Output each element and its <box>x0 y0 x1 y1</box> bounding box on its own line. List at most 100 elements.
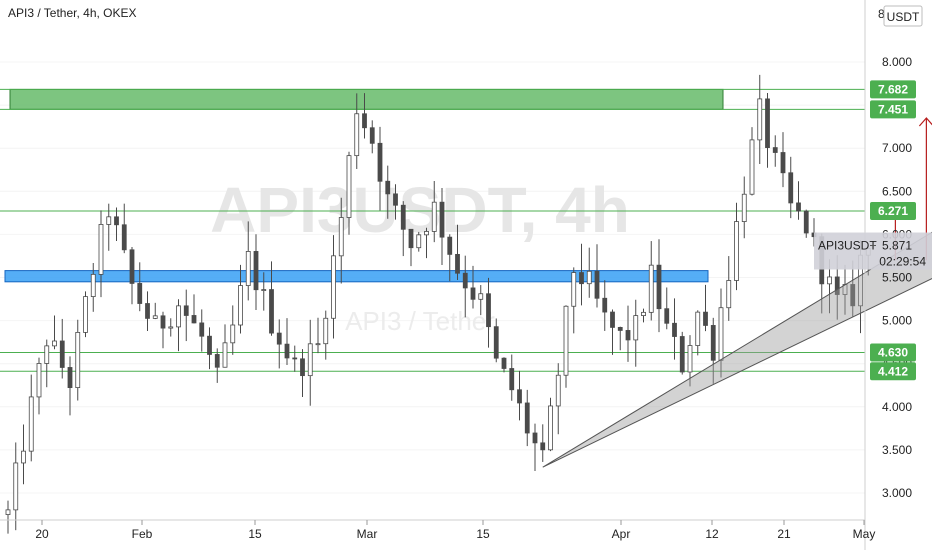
support-zone <box>4 270 709 283</box>
candle-body <box>563 305 569 376</box>
price-level-tag-text: 7.682 <box>878 82 908 96</box>
candle-body <box>269 289 274 334</box>
plot-area[interactable] <box>0 0 865 520</box>
candle-body <box>346 155 352 218</box>
candle-body <box>253 251 259 291</box>
currency-partial-digit: 8 <box>878 7 885 21</box>
candle-body <box>734 221 739 281</box>
candle-body <box>137 283 143 304</box>
candle-body <box>501 357 507 369</box>
resistance-zone <box>9 88 724 110</box>
currency-label[interactable]: USDT <box>887 10 920 24</box>
candle-body <box>21 450 26 464</box>
candle-body <box>679 336 685 373</box>
watermark-main: API3USDT, 4h <box>210 174 630 246</box>
last-price-symbol: API3USDT <box>818 239 877 253</box>
candle-body <box>44 345 50 364</box>
candle-body <box>757 98 763 141</box>
candle-body <box>323 317 329 345</box>
candle-body <box>98 224 104 275</box>
candle-body <box>338 217 344 257</box>
candle-body <box>284 343 290 359</box>
candle-body <box>168 326 174 329</box>
candle-body <box>183 305 189 316</box>
candle-body <box>834 276 840 295</box>
price-level-tag-text: 7.451 <box>878 102 908 116</box>
candle-body <box>803 210 809 234</box>
candle-body <box>486 293 491 328</box>
candle-body <box>827 276 832 285</box>
candle-body <box>191 315 197 324</box>
candle-body <box>214 354 220 368</box>
price-tick-label: 5.500 <box>882 271 912 285</box>
time-tick-label: 15 <box>248 527 262 541</box>
candle-body <box>462 272 468 289</box>
price-level-tag <box>870 343 916 362</box>
time-tick-label: Feb <box>132 527 153 541</box>
time-tick-label: 12 <box>705 527 719 541</box>
candle-body <box>331 255 336 319</box>
price-tick-label: 6.500 <box>882 184 912 198</box>
last-price-tag: API3USDT 5.871 02:29:54 <box>814 232 932 270</box>
candle-body <box>532 432 538 444</box>
candle-body <box>90 273 96 297</box>
candle-body <box>641 311 646 317</box>
candle-body <box>470 287 476 300</box>
candle-body <box>548 405 553 451</box>
symbol-title: API3 / Tether, 4h, OKEX <box>8 6 137 20</box>
price-tick-label: 8.000 <box>882 55 912 69</box>
candle-body <box>315 343 321 346</box>
candle-body <box>362 113 367 129</box>
candle-body <box>292 357 298 360</box>
time-tick-label: Mar <box>357 527 378 541</box>
candle-body <box>687 345 693 373</box>
candle-body <box>276 332 282 345</box>
price-tick-label: 3.500 <box>882 443 912 457</box>
candle-body <box>431 201 437 232</box>
candle-body <box>300 358 305 377</box>
candle-body <box>524 402 530 434</box>
candle-body <box>393 193 398 206</box>
currency-button[interactable] <box>883 5 923 27</box>
last-price-countdown: 02:29:54 <box>879 255 926 269</box>
price-level-tag-text: 4.630 <box>878 345 908 359</box>
candle-body <box>377 142 383 182</box>
target-arrow-head <box>918 117 932 127</box>
price-level-tag <box>870 80 916 99</box>
candle-body <box>602 297 608 313</box>
candle-body <box>718 307 724 361</box>
candle-body <box>772 147 778 153</box>
time-tick-label: 15 <box>476 527 490 541</box>
price-tick-label: 3.000 <box>882 486 912 500</box>
candle-body <box>230 324 236 344</box>
candle-body <box>579 272 584 285</box>
candle-body <box>83 296 88 333</box>
time-tick-label: May <box>853 527 876 541</box>
candle-body <box>741 193 747 222</box>
candle-body <box>765 98 770 148</box>
candle-body <box>455 253 460 274</box>
candle-body <box>75 332 81 388</box>
candle-body <box>447 236 453 255</box>
candle-body <box>540 442 546 451</box>
candle-body <box>28 396 34 452</box>
zones-layer <box>4 88 724 283</box>
candle-body <box>238 285 243 326</box>
candle-body <box>36 363 42 398</box>
time-tick-label: 21 <box>777 527 791 541</box>
candle-body <box>152 315 158 319</box>
candle-body <box>610 311 615 328</box>
candle-body <box>664 308 670 324</box>
candle-body <box>617 327 623 331</box>
candle-body <box>509 368 515 391</box>
time-axis[interactable]: 20 Feb 15 Mar 15 Apr 12 21 May <box>35 520 875 541</box>
candle-body <box>594 270 600 299</box>
candle-body <box>400 204 406 230</box>
price-tick-label: 4.000 <box>882 400 912 414</box>
candle-body <box>710 325 716 361</box>
candle-body <box>695 311 701 346</box>
last-price-box <box>814 232 932 270</box>
price-tick-label: 7.000 <box>882 141 912 155</box>
